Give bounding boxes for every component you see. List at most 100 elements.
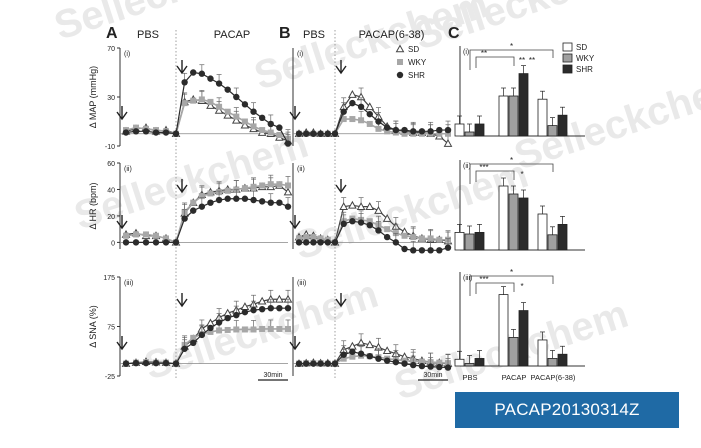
point-wky <box>276 325 283 332</box>
point-shr <box>436 247 443 254</box>
bar-shr <box>518 310 529 367</box>
point-shr <box>418 362 426 370</box>
significance-label: *** <box>479 275 488 284</box>
point-shr <box>276 304 283 312</box>
point-shr <box>295 130 303 137</box>
point-shr <box>317 360 324 367</box>
point-wky <box>349 116 356 123</box>
point-shr <box>142 128 150 135</box>
point-wky <box>427 235 434 242</box>
point-shr <box>310 130 317 137</box>
point-wky <box>181 100 188 107</box>
point-shr <box>241 101 249 108</box>
bar-shr <box>557 114 568 137</box>
point-shr <box>132 128 140 135</box>
point-wky <box>198 96 205 103</box>
pbs-arrow-head <box>116 111 128 121</box>
treatment-arrow-head <box>176 298 188 308</box>
point-wky <box>224 326 231 333</box>
bar-shr <box>474 123 485 137</box>
point-shr <box>132 359 140 367</box>
treatment-arrow-head <box>335 65 347 75</box>
point-wky <box>340 355 347 362</box>
point-shr <box>250 306 257 314</box>
point-sd <box>339 202 349 210</box>
y-tick-label: 70 <box>107 46 115 53</box>
bar-shr <box>474 231 485 251</box>
point-shr <box>427 247 434 254</box>
point-shr <box>295 239 303 246</box>
point-shr <box>317 239 324 246</box>
point-shr <box>317 130 324 137</box>
bar-row-label: (ii) <box>463 163 471 170</box>
point-wky <box>207 98 214 105</box>
point-shr <box>436 363 443 371</box>
point-shr <box>152 359 160 367</box>
point-shr <box>444 126 452 134</box>
point-shr <box>267 120 274 128</box>
point-wky <box>224 108 231 115</box>
point-shr <box>303 239 310 246</box>
panel-letter-B: B <box>279 25 291 42</box>
y-tick-label: -25 <box>105 374 115 381</box>
row-label: (iii) <box>124 280 133 287</box>
point-wky <box>445 130 451 137</box>
point-shr <box>181 215 188 222</box>
point-wky <box>401 232 408 239</box>
pbs-arrow-head <box>289 220 301 230</box>
point-sd <box>206 101 215 109</box>
legend-label-sd: SD <box>408 45 419 54</box>
point-shr <box>396 71 404 79</box>
point-shr <box>172 360 180 367</box>
point-wky <box>349 353 356 360</box>
series-shr <box>122 64 292 147</box>
sig-bracket <box>469 275 554 296</box>
point-shr <box>366 221 373 229</box>
point-shr <box>233 311 240 319</box>
point-shr <box>331 360 339 367</box>
watermark-text: Selleckchem <box>49 0 293 49</box>
point-shr <box>349 348 356 355</box>
point-wky <box>207 328 214 335</box>
point-wky <box>233 113 240 120</box>
point-shr <box>152 239 160 246</box>
significance-label: * <box>520 282 523 291</box>
plots-layer: A PBS PACAP 70 30 -10 (i) Δ MAP (mmHg) 60 40 20 0 (i… <box>88 25 595 382</box>
point-wky <box>143 231 149 238</box>
point-shr <box>418 128 426 135</box>
phase-label-treatment: PACAP(6-38) <box>359 29 425 41</box>
point-sd <box>382 214 392 222</box>
point-wky <box>153 232 159 239</box>
bar-sd <box>537 213 548 251</box>
series-shr <box>295 344 452 371</box>
point-shr <box>392 358 400 366</box>
bar-wky <box>547 125 558 137</box>
point-shr <box>284 203 292 210</box>
point-shr <box>349 99 356 107</box>
pbs-arrow-head <box>116 341 128 351</box>
bar-sd <box>537 339 548 367</box>
point-shr <box>383 357 391 364</box>
point-sd <box>365 340 375 349</box>
significance-label: * <box>510 268 513 277</box>
point-shr <box>181 345 188 352</box>
point-shr <box>310 360 317 367</box>
bar-row-label: (i) <box>463 49 469 56</box>
point-shr <box>401 126 408 134</box>
point-shr <box>392 239 400 246</box>
row-label: (ii) <box>297 166 305 173</box>
significance-label: * <box>520 170 523 179</box>
point-shr <box>366 353 373 360</box>
bar-wky <box>464 131 475 137</box>
point-wky <box>375 125 382 132</box>
sig-bracket <box>469 49 554 70</box>
bar-sd <box>498 95 509 137</box>
y-tick-label: -10 <box>105 144 115 151</box>
point-wky <box>267 325 274 332</box>
pbs-arrow-head <box>289 341 301 351</box>
point-shr <box>357 103 365 111</box>
bar-sd <box>537 98 548 137</box>
point-sd <box>348 200 357 209</box>
point-shr <box>375 118 382 125</box>
point-shr <box>162 129 170 136</box>
